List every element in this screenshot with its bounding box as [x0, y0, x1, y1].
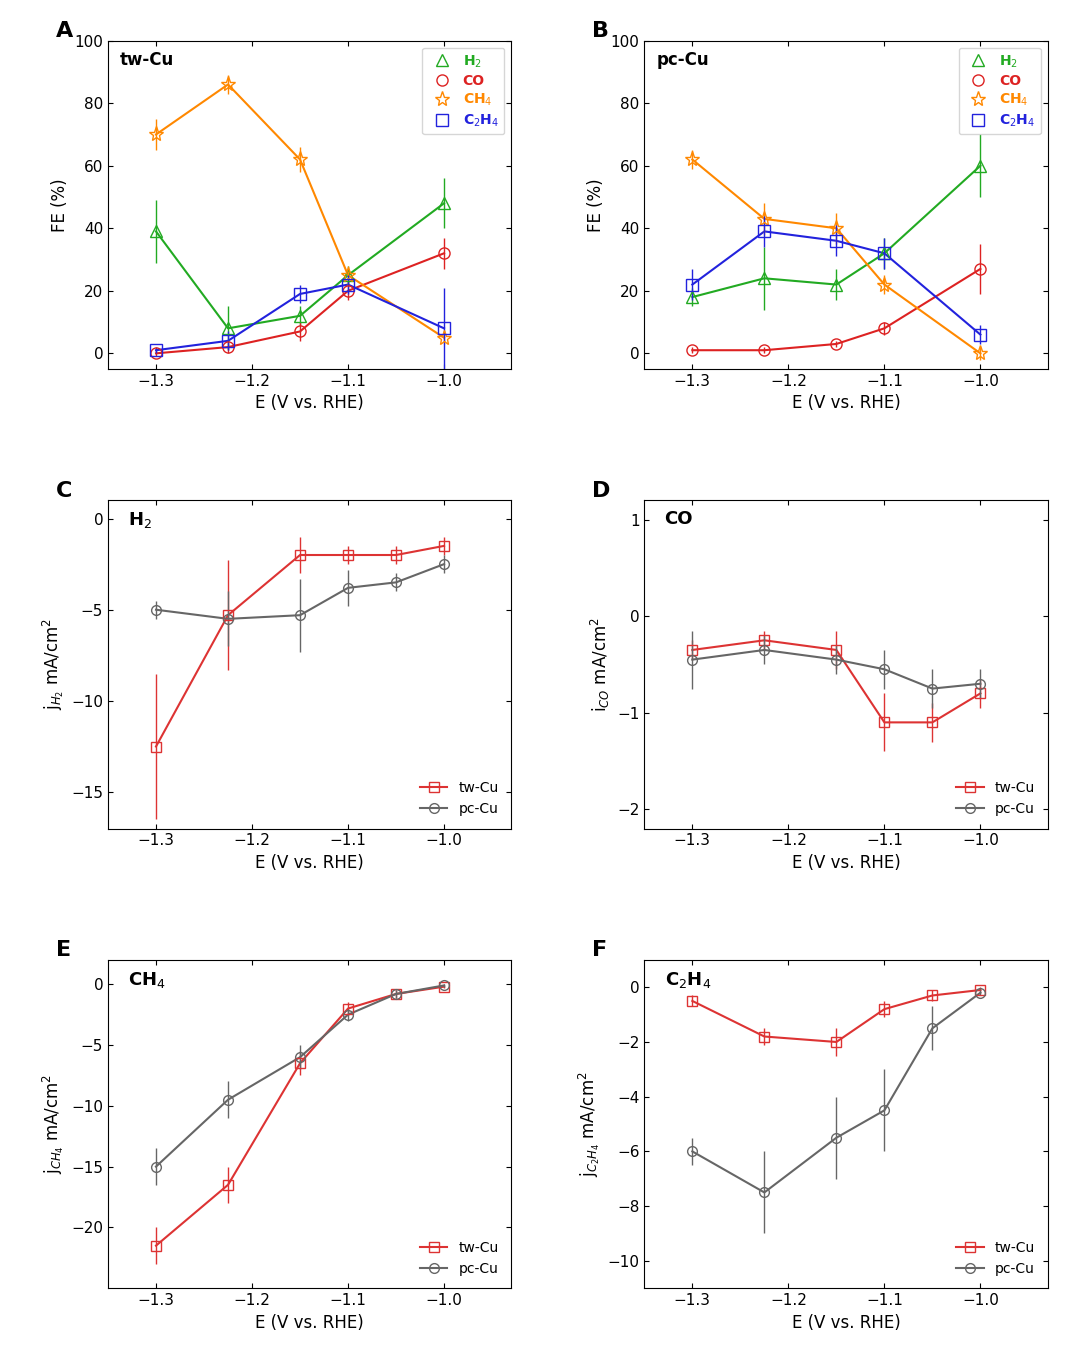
Y-axis label: j$_{CH_4}$ mA/cm$^2$: j$_{CH_4}$ mA/cm$^2$: [40, 1074, 66, 1174]
X-axis label: E (V vs. RHE): E (V vs. RHE): [255, 854, 364, 872]
Legend: H$_2$, CO, CH$_4$, C$_2$H$_4$: H$_2$, CO, CH$_4$, C$_2$H$_4$: [959, 47, 1041, 134]
Text: F: F: [592, 940, 607, 960]
X-axis label: E (V vs. RHE): E (V vs. RHE): [792, 395, 901, 412]
Legend: tw-Cu, pc-Cu: tw-Cu, pc-Cu: [414, 1235, 504, 1281]
X-axis label: E (V vs. RHE): E (V vs. RHE): [792, 1314, 901, 1332]
Y-axis label: FE (%): FE (%): [588, 178, 605, 232]
Text: A: A: [55, 20, 72, 41]
Y-axis label: FE (%): FE (%): [51, 178, 69, 232]
Y-axis label: j$_{C_2H_4}$ mA/cm$^2$: j$_{C_2H_4}$ mA/cm$^2$: [577, 1071, 602, 1177]
Text: CH$_4$: CH$_4$: [129, 970, 166, 990]
Text: C: C: [55, 480, 72, 500]
Text: E: E: [55, 940, 70, 960]
Legend: tw-Cu, pc-Cu: tw-Cu, pc-Cu: [414, 776, 504, 822]
Y-axis label: j$_{H_2}$ mA/cm$^2$: j$_{H_2}$ mA/cm$^2$: [40, 618, 66, 711]
X-axis label: E (V vs. RHE): E (V vs. RHE): [255, 1314, 364, 1332]
Text: CO: CO: [664, 510, 693, 527]
X-axis label: E (V vs. RHE): E (V vs. RHE): [255, 395, 364, 412]
Text: H$_2$: H$_2$: [129, 510, 152, 530]
Legend: H$_2$, CO, CH$_4$, C$_2$H$_4$: H$_2$, CO, CH$_4$, C$_2$H$_4$: [422, 47, 504, 134]
Text: D: D: [592, 480, 610, 500]
Text: tw-Cu: tw-Cu: [120, 50, 174, 69]
Legend: tw-Cu, pc-Cu: tw-Cu, pc-Cu: [950, 1235, 1041, 1281]
X-axis label: E (V vs. RHE): E (V vs. RHE): [792, 854, 901, 872]
Text: C$_2$H$_4$: C$_2$H$_4$: [664, 970, 711, 990]
Text: B: B: [592, 20, 609, 41]
Y-axis label: i$_{CO}$ mA/cm$^2$: i$_{CO}$ mA/cm$^2$: [589, 617, 611, 712]
Text: pc-Cu: pc-Cu: [657, 50, 710, 69]
Legend: tw-Cu, pc-Cu: tw-Cu, pc-Cu: [950, 776, 1041, 822]
